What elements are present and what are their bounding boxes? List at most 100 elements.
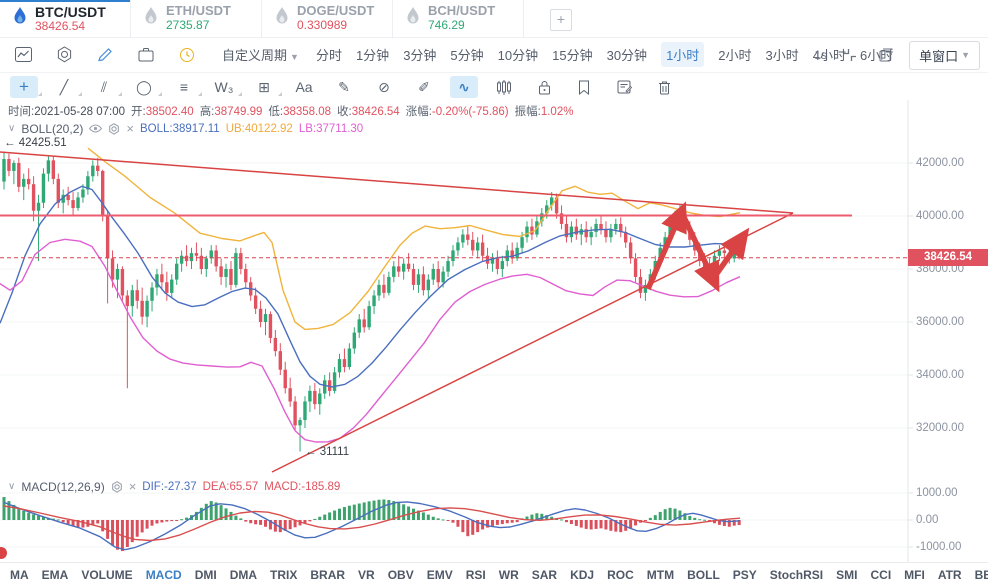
text-tool[interactable]: Aa (295, 79, 313, 95)
indicator-tab-dma[interactable]: DMA (229, 567, 258, 582)
parallel-channel-tool[interactable]: ⫽ (90, 76, 122, 98)
pencil-square-tool[interactable]: ✎ (338, 78, 350, 95)
indicator-tab-obv[interactable]: OBV (387, 567, 414, 582)
indicator-tab-volume[interactable]: VOLUME (81, 567, 133, 582)
indicator-tab-bbw[interactable]: BBW (974, 567, 988, 582)
macd-axis-label: -1000.00 (916, 541, 962, 553)
fib-box-tool[interactable]: ⊞ (250, 76, 282, 98)
candle-body (96, 165, 100, 171)
bookmark-tool[interactable] (570, 76, 598, 98)
indicator-tab-stochrsi[interactable]: StochRSI (769, 567, 824, 582)
period-4小时[interactable]: 4小时 (812, 48, 846, 63)
period-1小时[interactable]: 1小时 (661, 42, 705, 67)
indicator-tab-boll[interactable]: BOLL (687, 567, 720, 582)
macd-bar (37, 515, 41, 520)
notes-tool[interactable] (610, 76, 638, 98)
candle-body (115, 269, 120, 280)
candle-body (209, 250, 213, 259)
candles (2, 151, 741, 452)
circle-tool[interactable]: ◯ (130, 76, 162, 98)
indicator-tab-trix[interactable]: TRIX (270, 567, 298, 582)
macd-value: MACD:-185.89 (264, 480, 341, 493)
period-30分钟[interactable]: 30分钟 (606, 48, 648, 63)
pencil-circle-tool[interactable]: ⊘ (378, 78, 390, 95)
candle-body (278, 351, 283, 370)
indicator-tab-brar[interactable]: BRAR (310, 567, 346, 582)
horizontal-lines-tool[interactable]: ≡ (170, 76, 202, 98)
indicator-settings-icon[interactable] (108, 122, 120, 135)
period-3小时[interactable]: 3小时 (765, 48, 799, 63)
indicator-tab-ma[interactable]: MA (10, 567, 29, 582)
pair-tab-doge[interactable]: DOGE/USDT 0.330989 (262, 0, 393, 37)
indicator-tab-atr[interactable]: ATR (937, 567, 962, 582)
candle-body (150, 287, 154, 301)
trend-line-tool[interactable]: ╱ (50, 76, 82, 98)
macd-bar (574, 520, 578, 526)
period-5分钟[interactable]: 5分钟 (450, 48, 484, 63)
history-clock-icon[interactable] (174, 44, 200, 66)
single-window-button[interactable]: 单窗口 ▼ (909, 40, 980, 70)
indicator-tab-dmi[interactable]: DMI (194, 567, 217, 582)
boll-mid-value: BOLL:38917.11 (139, 122, 220, 135)
wave-tool[interactable]: W₃ (210, 76, 242, 98)
period-3分钟[interactable]: 3分钟 (403, 48, 437, 63)
edit-pencil-icon[interactable] (92, 44, 118, 66)
macd-bar (624, 520, 628, 531)
candle-body (466, 234, 470, 240)
indicator-tab-wr[interactable]: WR (498, 567, 519, 582)
macd-bar (643, 520, 647, 522)
candle-body (199, 255, 204, 269)
collapse-chevron-icon[interactable]: ∨ (8, 481, 16, 492)
macd-bar (328, 512, 332, 520)
period-15分钟[interactable]: 15分钟 (552, 48, 593, 63)
indicator-tab-smi[interactable]: SMI (836, 567, 858, 582)
candle-body (545, 205, 549, 214)
close-icon[interactable]: × (126, 121, 134, 136)
seconds-mode-label[interactable]: 1s (814, 48, 828, 62)
indicator-tab-mtm[interactable]: MTM (646, 567, 675, 582)
kline-style-icon[interactable] (10, 44, 36, 66)
eye-icon[interactable] (89, 124, 103, 133)
indicator-tab-kdj[interactable]: KDJ (570, 567, 595, 582)
indicator-tab-mfi[interactable]: MFI (904, 567, 925, 582)
add-pair-button[interactable]: + (550, 9, 572, 31)
settings-gear-icon[interactable] (51, 44, 77, 66)
period-2小时[interactable]: 2小时 (718, 48, 752, 63)
indicator-tab-sar[interactable]: SAR (531, 567, 558, 582)
indicator-tab-rsi[interactable]: RSI (465, 567, 486, 582)
period-6小时[interactable]: 6小时 (860, 48, 894, 63)
pair-tab-bch[interactable]: BCH/USDT 746.29 (393, 0, 524, 37)
candle-body (421, 274, 426, 291)
lock-tool[interactable] (530, 76, 558, 98)
indicator-tab-vr[interactable]: VR (358, 567, 375, 582)
indicator-tab-psy[interactable]: PSY (732, 567, 757, 582)
pattern-tool[interactable] (490, 76, 518, 98)
close-icon[interactable]: × (128, 479, 137, 494)
period-10分钟[interactable]: 10分钟 (497, 48, 539, 63)
indicator-tab-macd[interactable]: MACD (145, 567, 182, 582)
indicator-tab-cci[interactable]: CCI (870, 567, 892, 582)
new-window-icon[interactable] (873, 44, 899, 66)
pair-tab-eth[interactable]: ETH/USDT 2735.87 (131, 0, 262, 37)
period-分时[interactable]: 分时 (315, 48, 342, 63)
indicator-tab-roc[interactable]: ROC (607, 567, 634, 582)
collapse-icon[interactable] (837, 44, 863, 66)
pen-tool[interactable]: ✐ (418, 78, 430, 95)
pair-tab-btc[interactable]: BTC/USDT 38426.54 (0, 0, 131, 37)
collapse-chevron-icon[interactable]: ∨ (8, 123, 16, 134)
indicator-tab-emv[interactable]: EMV (426, 567, 453, 582)
macd-bar (717, 520, 721, 525)
brush-wave-tool[interactable]: ∿ (450, 76, 478, 98)
candle-body (564, 223, 569, 238)
boll-mid-line (0, 185, 741, 388)
custom-period-dropdown[interactable]: 自定义周期 ▼ (222, 48, 299, 63)
candle-body (170, 279, 174, 293)
crosshair-tool[interactable]: + (10, 76, 42, 98)
indicator-tab-ema[interactable]: EMA (41, 567, 69, 582)
indicator-settings-icon[interactable] (111, 480, 123, 493)
exchange-flame-icon (143, 6, 159, 31)
orders-briefcase-icon[interactable] (133, 44, 159, 66)
delete-tool[interactable] (650, 76, 678, 98)
period-1分钟[interactable]: 1分钟 (355, 48, 390, 63)
